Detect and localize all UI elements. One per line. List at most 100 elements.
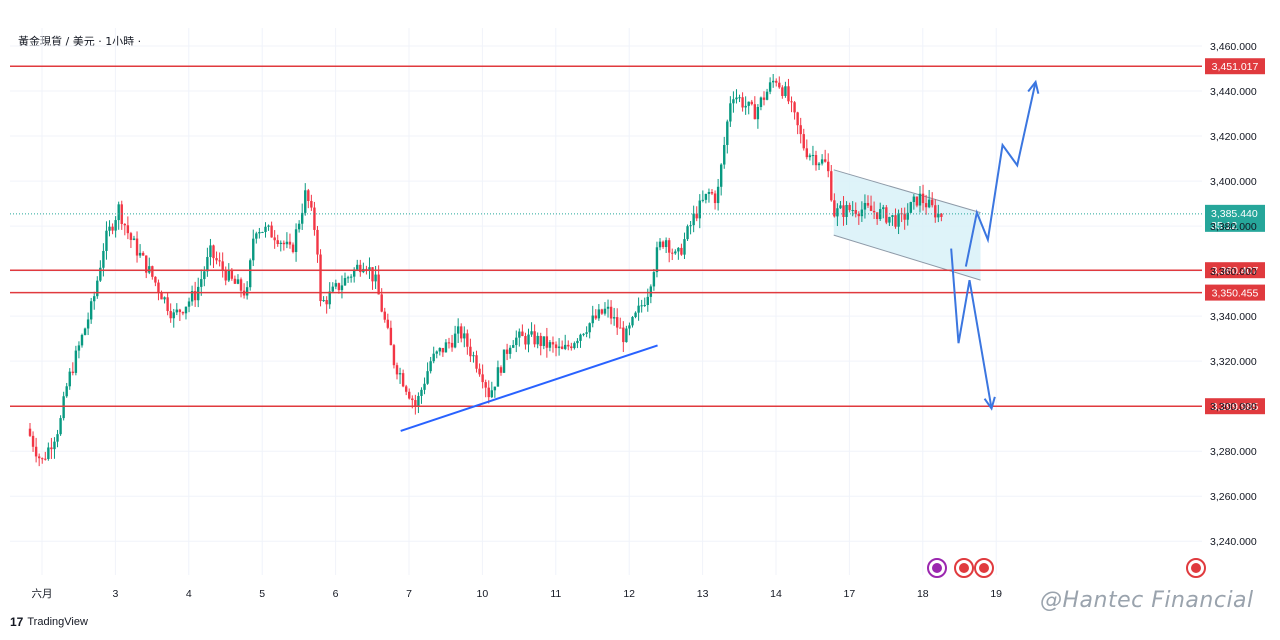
candle-body xyxy=(77,345,81,351)
candle-body xyxy=(833,200,836,217)
candle-body xyxy=(628,325,631,329)
candle-body xyxy=(619,327,622,329)
candle-body xyxy=(291,244,295,253)
candle-body xyxy=(793,102,796,113)
candle-body xyxy=(68,371,71,387)
projection-arrowhead xyxy=(1027,79,1040,94)
candle-body xyxy=(117,204,120,221)
candle-body xyxy=(28,428,32,436)
candle-body xyxy=(212,245,215,259)
candle-body xyxy=(692,213,695,226)
candle-body xyxy=(187,301,191,307)
candle-body xyxy=(417,395,420,406)
candle-body xyxy=(279,242,282,245)
candle-body xyxy=(784,86,787,96)
candle-body xyxy=(750,101,753,105)
candle-body xyxy=(576,340,579,344)
candle-body xyxy=(163,297,166,300)
candle-body xyxy=(759,97,763,108)
candle-body xyxy=(252,238,255,261)
candle-body xyxy=(521,331,524,337)
candle-body xyxy=(484,382,487,388)
candle-body xyxy=(37,456,41,459)
candle-body xyxy=(307,190,310,201)
candle-body xyxy=(184,306,188,314)
candle-body xyxy=(380,294,383,312)
candle-body xyxy=(59,418,62,435)
level-price-label: 3,360.407 xyxy=(1212,265,1259,277)
candle-body xyxy=(411,398,414,401)
candle-body xyxy=(105,230,108,251)
candle-body xyxy=(863,202,867,210)
candle-body xyxy=(441,347,445,353)
candle-body xyxy=(597,309,601,319)
candle-body xyxy=(493,386,497,391)
candle-body xyxy=(588,323,591,333)
candle-body xyxy=(768,82,772,92)
candle-body xyxy=(209,245,212,258)
candle-body xyxy=(839,205,842,209)
candle-body xyxy=(114,220,117,231)
candle-body xyxy=(96,280,99,297)
candle-body xyxy=(934,205,937,218)
candle-body xyxy=(680,247,683,255)
support-trendline xyxy=(400,344,658,432)
candle-body xyxy=(845,204,848,217)
candle-body xyxy=(664,240,668,248)
candle-body xyxy=(713,193,717,204)
symbol-title[interactable]: 黃金現貨 / 美元 · 1小時 · xyxy=(18,35,142,48)
candle-body xyxy=(453,333,457,348)
candle-body xyxy=(172,312,175,319)
candle-body xyxy=(771,80,775,83)
candle-body xyxy=(704,193,708,200)
candle-body xyxy=(802,134,805,149)
candle-body xyxy=(190,290,194,302)
candle-body xyxy=(438,347,442,352)
candle-body xyxy=(707,192,711,194)
candle-body xyxy=(817,163,821,166)
candle-body xyxy=(429,361,432,372)
candle-body xyxy=(524,336,527,345)
candle-body xyxy=(698,200,701,219)
x-tick-label: 17 xyxy=(844,588,856,600)
x-tick-label: 4 xyxy=(186,588,192,600)
candle-body xyxy=(897,213,900,227)
candle-body xyxy=(836,208,839,217)
candle-body xyxy=(200,279,203,287)
candle-body xyxy=(781,87,784,96)
candle-body xyxy=(282,242,286,245)
candle-body xyxy=(701,199,705,201)
candle-body xyxy=(915,196,919,206)
candle-body xyxy=(83,328,87,335)
candle-body xyxy=(463,333,466,339)
candle-body xyxy=(854,210,857,214)
candle-body xyxy=(313,207,316,230)
candle-body xyxy=(346,277,350,279)
candle-body xyxy=(197,286,200,301)
tradingview-logo[interactable]: 17 TradingView xyxy=(10,615,88,629)
candle-body xyxy=(322,300,325,302)
x-tick-label: 10 xyxy=(477,588,489,600)
candle-body xyxy=(227,269,230,281)
candle-body xyxy=(827,161,830,172)
candle-body xyxy=(258,232,261,234)
candle-body xyxy=(160,292,163,300)
candle-body xyxy=(940,213,943,217)
candle-body xyxy=(545,336,549,348)
y-tick-label: 3,280.000 xyxy=(1210,446,1257,458)
event-icons xyxy=(927,558,1206,578)
candle-body xyxy=(89,301,93,320)
candle-body xyxy=(337,283,341,291)
candle-body xyxy=(894,215,897,227)
candle-body xyxy=(508,347,512,354)
tradingview-label: TradingView xyxy=(27,616,88,628)
candle-body xyxy=(261,232,264,234)
level-price-tag xyxy=(1205,284,1265,301)
candle-body xyxy=(719,164,723,187)
us-flag-event-icon-dot xyxy=(959,563,969,573)
overlays xyxy=(400,79,1040,432)
candle-body xyxy=(374,274,377,282)
candle-body xyxy=(215,258,218,261)
candle-body xyxy=(426,371,429,384)
